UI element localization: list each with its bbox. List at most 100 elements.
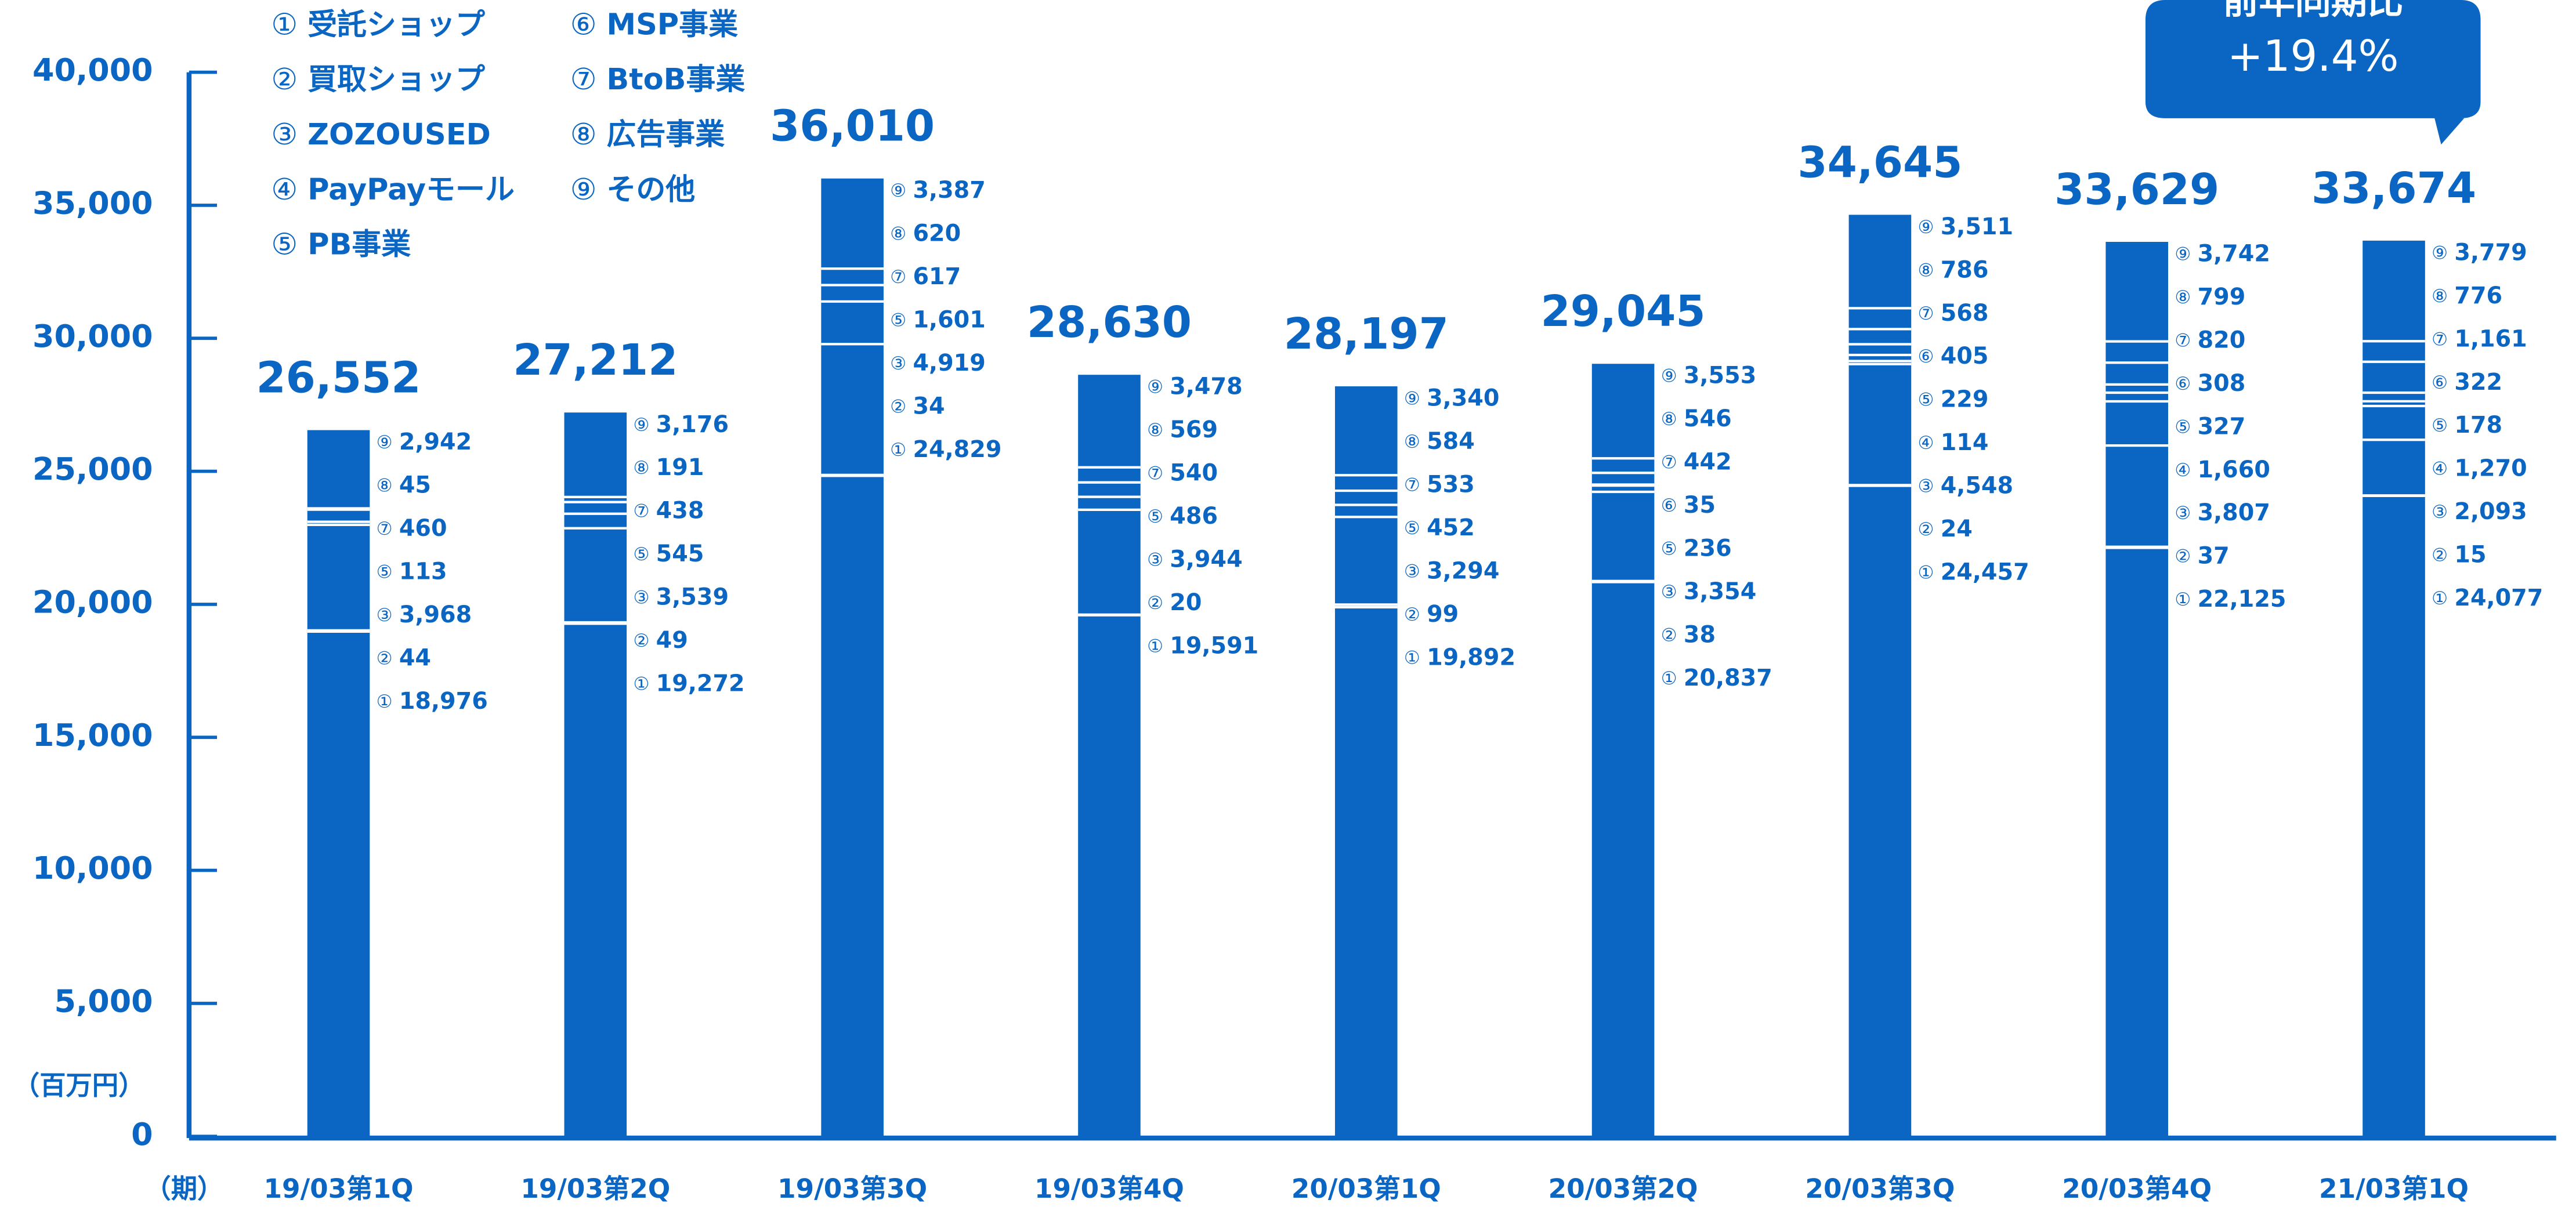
bar-segment	[1849, 329, 1912, 344]
segment-label: ①19,272	[633, 670, 744, 697]
bar-segment	[1078, 497, 1141, 510]
segment-label: ⑨3,387	[890, 177, 986, 204]
bar-segment	[2105, 401, 2168, 445]
segment-label: ③2,093	[2432, 498, 2527, 525]
segment-label: ③3,968	[377, 601, 472, 628]
legend-entry: ④PayPayモール	[271, 173, 515, 207]
x-tick-label: 21/03第1Q	[2319, 1173, 2469, 1204]
legend-entry: ⑤PB事業	[271, 228, 411, 262]
segment-label: ④1,660	[2175, 456, 2270, 483]
segment-label: ⑧45	[377, 472, 431, 498]
segment-label: ⑧786	[1918, 256, 1989, 283]
segment-marker: ⑦	[377, 519, 393, 539]
segment-marker: ⑨	[1918, 217, 1934, 238]
segment-value: 3,511	[1941, 213, 2013, 240]
segment-label: ⑧569	[1147, 416, 1218, 443]
segment-label: ④1,270	[2432, 455, 2527, 481]
segment-value: 2,942	[399, 429, 472, 455]
legend-marker: ②	[271, 63, 298, 97]
y-tick-label: 5,000	[54, 983, 153, 1020]
total-label: 28,630	[1027, 298, 1192, 347]
callout-title: 前年同期比	[2223, 0, 2403, 22]
segment-value: 15	[2454, 541, 2486, 568]
legend-label: 受託ショップ	[307, 8, 485, 42]
legend-label: 買取ショップ	[307, 63, 485, 97]
segment-marker: ⑨	[1404, 389, 1420, 409]
callout-value: +19.4%	[2227, 32, 2399, 81]
bar-segment	[2362, 496, 2425, 1136]
bar-segment	[2105, 445, 2168, 547]
segment-marker: ⑦	[890, 267, 906, 288]
segment-marker: ④	[1918, 433, 1934, 454]
segment-value: 540	[1170, 459, 1218, 486]
y-unit: （百万円）	[13, 1070, 145, 1101]
bar-segment	[1592, 492, 1655, 581]
segment-marker: ⑥	[2175, 374, 2191, 394]
segment-value: 820	[2198, 327, 2246, 353]
segment-value: 20	[1170, 589, 1202, 616]
bar-segment	[2105, 393, 2168, 401]
segment-label: ⑦460	[377, 514, 447, 541]
segment-label: ⑧546	[1661, 405, 1732, 432]
segment-marker: ⑤	[2175, 416, 2191, 437]
bar-segment	[1849, 215, 1912, 308]
segment-value: 438	[656, 497, 704, 524]
legend-label: ZOZOUSED	[307, 118, 491, 152]
bar-segment	[2362, 440, 2425, 495]
segment-value: 405	[1941, 343, 1989, 369]
legend-marker: ④	[271, 173, 298, 207]
segment-marker: ①	[1147, 636, 1163, 657]
segment-value: 191	[656, 454, 704, 481]
segment-marker: ①	[1918, 563, 1934, 583]
segment-marker: ⑨	[1147, 377, 1163, 398]
x-tick-label: 20/03第4Q	[2062, 1173, 2212, 1204]
segment-value: 236	[1684, 535, 1732, 561]
segment-marker: ④	[2175, 460, 2191, 481]
total-label: 29,045	[1541, 287, 1706, 336]
segment-marker: ⑦	[633, 501, 649, 522]
segment-marker: ②	[2432, 545, 2448, 566]
segment-marker: ①	[1661, 668, 1677, 689]
segment-label: ②20	[1147, 589, 1202, 616]
x-tick-label: 19/03第4Q	[1034, 1173, 1184, 1204]
bar-segment	[307, 632, 370, 1136]
segment-marker: ②	[890, 397, 906, 418]
bar-segment	[1335, 607, 1398, 1136]
segment-marker: ⑨	[2432, 242, 2448, 263]
segment-marker: ⑦	[2175, 330, 2191, 351]
segment-value: 569	[1170, 416, 1218, 443]
bar-segment	[565, 528, 627, 622]
segment-marker: ⑤	[1404, 518, 1420, 539]
bar-segment	[1335, 386, 1398, 475]
legend-entry: ② 買取ショップ	[271, 63, 484, 97]
page: 前年同期比 +19.4% （百万円） （期） 05,00010,00015,00…	[0, 0, 2576, 1207]
bar-segment	[821, 476, 884, 1136]
segment-value: 1,601	[913, 306, 985, 333]
y-tick-label: 15,000	[32, 717, 153, 753]
segment-marker: ①	[2175, 589, 2191, 610]
x-tick-label: 19/03第2Q	[520, 1173, 670, 1204]
segment-marker: ⑧	[633, 458, 649, 479]
segment-value: 114	[1941, 429, 1989, 456]
segment-value: 3,807	[2198, 499, 2270, 526]
segment-value: 3,742	[2198, 240, 2270, 267]
segment-value: 799	[2198, 283, 2246, 310]
segment-marker: ③	[1404, 561, 1420, 582]
segment-label: ④ 114	[1918, 429, 1989, 456]
x-tick-label: 19/03第1Q	[264, 1173, 414, 1204]
segment-label: ①22,125	[2175, 586, 2286, 612]
legend-marker: ⑨	[570, 173, 597, 207]
segment-value: 44	[399, 644, 431, 671]
segment-marker: ⑤	[633, 544, 649, 565]
segment-value: 584	[1427, 428, 1475, 455]
bar-segment	[1078, 467, 1141, 483]
bar-segment	[2362, 393, 2425, 401]
segment-marker: ②	[1404, 604, 1420, 625]
